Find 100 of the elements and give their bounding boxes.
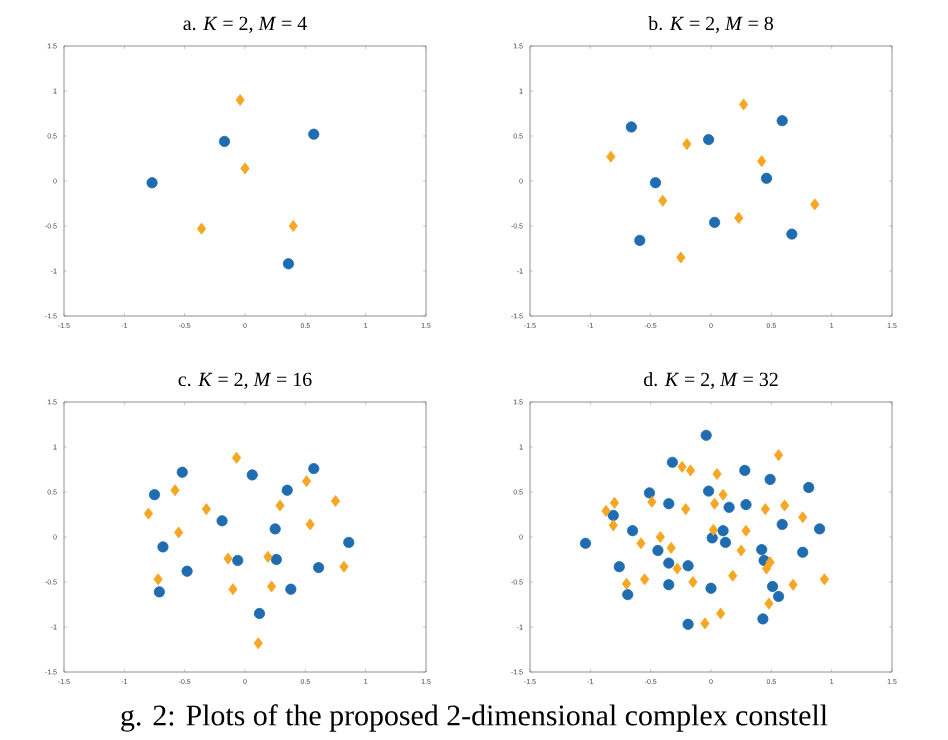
- point: [765, 556, 775, 569]
- point: [223, 552, 233, 565]
- point: [626, 525, 639, 537]
- point: [613, 561, 625, 573]
- point: [153, 586, 165, 598]
- point: [682, 138, 692, 151]
- point: [728, 569, 738, 582]
- point: [270, 553, 282, 566]
- point: [666, 456, 678, 468]
- point: [282, 258, 295, 270]
- point: [622, 589, 634, 601]
- point: [717, 525, 729, 537]
- point: [608, 519, 618, 532]
- point: [761, 562, 772, 575]
- point: [703, 485, 715, 497]
- point: [343, 536, 355, 548]
- point: [766, 580, 779, 593]
- point: [275, 499, 285, 512]
- point: [712, 468, 722, 480]
- point: [308, 463, 320, 475]
- point: [705, 582, 717, 594]
- point: [703, 134, 715, 146]
- point: [240, 162, 250, 175]
- point: [676, 251, 686, 264]
- point: [740, 499, 752, 511]
- point: [723, 501, 735, 513]
- point: [663, 498, 675, 510]
- point: [780, 499, 790, 512]
- point: [143, 507, 154, 520]
- point: [281, 484, 293, 496]
- point: [706, 532, 718, 544]
- text: g. 2: Plots of the proposed 2-dimensional complex constell: [121, 704, 828, 732]
- point: [788, 578, 798, 591]
- point: [736, 544, 746, 557]
- point: [153, 573, 163, 586]
- point: [688, 576, 698, 588]
- point: [170, 484, 180, 497]
- point: [253, 607, 266, 620]
- point: [685, 464, 696, 477]
- point: [672, 562, 682, 575]
- point: [232, 554, 244, 566]
- point: [764, 473, 776, 485]
- point: [658, 194, 668, 207]
- point: [814, 523, 826, 535]
- point: [579, 537, 592, 549]
- point: [741, 524, 751, 537]
- point: [235, 94, 245, 106]
- point: [301, 475, 312, 488]
- chart-title: c. K = 2, M = 16: [178, 372, 312, 389]
- point: [716, 607, 726, 620]
- point: [305, 518, 315, 531]
- point: [786, 228, 798, 240]
- point: [797, 546, 809, 558]
- point: [636, 537, 646, 550]
- point: [607, 509, 619, 521]
- point: [253, 637, 263, 650]
- point: [621, 577, 632, 590]
- point: [643, 487, 656, 499]
- point: [718, 488, 728, 501]
- point: [601, 504, 611, 517]
- point: [181, 565, 193, 577]
- point: [764, 597, 774, 610]
- point: [647, 495, 657, 508]
- point: [760, 503, 770, 516]
- point: [709, 216, 721, 228]
- point: [757, 155, 767, 168]
- point: [757, 613, 769, 625]
- point: [176, 466, 188, 478]
- point: [649, 177, 662, 189]
- point: [263, 550, 273, 563]
- point: [269, 523, 281, 535]
- point: [609, 496, 620, 509]
- point: [773, 590, 785, 602]
- point: [246, 469, 258, 481]
- point: [776, 518, 788, 530]
- point: [606, 150, 616, 163]
- point: [634, 234, 646, 246]
- point: [330, 495, 341, 507]
- point: [666, 541, 676, 554]
- point: [288, 220, 298, 232]
- point: [285, 583, 297, 595]
- point: [652, 544, 664, 557]
- point: [776, 115, 788, 127]
- point: [682, 560, 694, 572]
- point: [734, 211, 744, 224]
- point: [682, 618, 694, 630]
- point: [663, 579, 675, 591]
- point: [218, 135, 231, 147]
- point: [708, 523, 718, 536]
- point: [677, 460, 687, 473]
- point: [148, 489, 161, 501]
- chart-title: d. K = 2, M = 32: [643, 372, 778, 389]
- point: [216, 515, 228, 527]
- point: [739, 98, 749, 111]
- point: [819, 573, 830, 586]
- point: [146, 177, 158, 189]
- point: [774, 449, 784, 462]
- point: [700, 617, 710, 630]
- point: [681, 503, 691, 516]
- point: [710, 497, 720, 510]
